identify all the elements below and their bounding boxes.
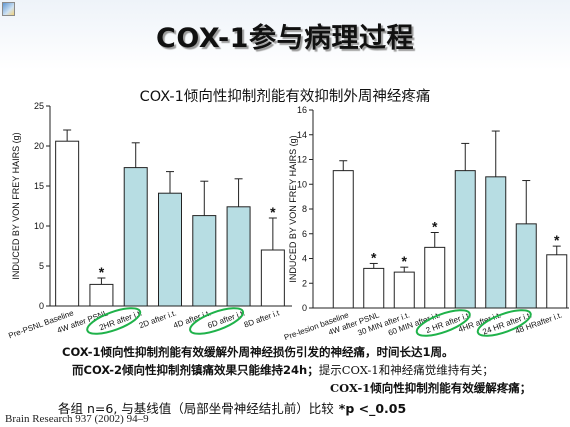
bar xyxy=(393,271,415,309)
bar xyxy=(55,140,80,307)
y-tick-label: 25 xyxy=(34,101,44,111)
y-tick-label: 14 xyxy=(297,130,307,140)
y-tick-label: 2 xyxy=(302,278,307,288)
citation: Brain Research 937 (2002) 94–9 xyxy=(5,413,149,425)
bar xyxy=(260,249,285,307)
conclusion-line-2-bold: 而COX-2倾向性抑制剂镇痛效果只能维持24h； xyxy=(72,363,319,377)
y-axis-title: INDUCED BY VON FREY HAIRS (g) xyxy=(288,135,298,282)
y-tick-label: 5 xyxy=(39,261,44,271)
highlight-ellipse xyxy=(86,307,142,335)
significance-asterisk: * xyxy=(371,249,377,265)
footnote-significance: *p <_0.05 xyxy=(338,401,407,416)
bar xyxy=(454,170,476,309)
bar xyxy=(485,176,507,309)
bar xyxy=(424,246,446,309)
statistics-footnote: 各组 n=6, 与基线值（局部坐骨神经结扎前）比较 *p <_0.05 xyxy=(58,398,406,417)
slide-logo-icon xyxy=(2,2,15,16)
y-tick-label: 12 xyxy=(297,155,307,165)
y-tick-label: 8 xyxy=(302,204,307,214)
conclusion-line-3: COX-1倾向性抑制剂能有效缓解疼痛； xyxy=(330,381,532,395)
bar xyxy=(89,283,114,307)
significance-asterisk: * xyxy=(99,264,105,280)
significance-asterisk: * xyxy=(270,204,276,220)
bar xyxy=(192,215,217,307)
y-axis-title: INDUCED BY VON FREY HAIRS (g) xyxy=(11,132,21,279)
footnote-text: 各组 n=6, 与基线值（局部坐骨神经结扎前）比较 xyxy=(58,401,334,416)
conclusion-line-2-regular: 提示COX-1和神经痛觉维持有关； xyxy=(318,363,494,377)
significance-asterisk: * xyxy=(554,232,560,248)
bar xyxy=(332,170,354,309)
significance-asterisk: * xyxy=(432,219,438,235)
y-tick-label: 6 xyxy=(302,229,307,239)
bar xyxy=(363,267,385,309)
right-bar-chart: 0 2 4 6 8 10 12 14 16 INDUCED BY VON FREY HAIRS (… xyxy=(283,105,569,342)
y-tick-label: 0 xyxy=(39,301,44,311)
y-tick-label: 4 xyxy=(302,254,307,264)
conclusion-line-2: 而COX-2倾向性抑制剂镇痛效果只能维持24h；提示COX-1和神经痛觉维持有关… xyxy=(72,362,494,378)
y-tick-label: 20 xyxy=(34,141,44,151)
bar xyxy=(158,192,182,307)
y-tick-label: 16 xyxy=(297,105,307,115)
significance-asterisk: * xyxy=(402,253,408,269)
x-category-label: 8D after i.t xyxy=(243,308,281,329)
slide-subtitle: COX-1倾向性抑制剂能有效抑制外周神经疼痛 xyxy=(139,89,431,105)
x-category-label: 4D after i.t. xyxy=(172,308,212,330)
y-tick-label: 15 xyxy=(34,181,44,191)
bar xyxy=(546,254,568,309)
highlight-ellipse xyxy=(415,309,471,337)
y-tick-label: 10 xyxy=(297,179,307,189)
highlight-ellipse xyxy=(189,307,245,335)
bar xyxy=(515,223,537,309)
bar xyxy=(226,206,251,307)
slide-title: COX-1参与病理过程 xyxy=(156,23,414,54)
y-tick-label: 10 xyxy=(34,221,44,231)
y-tick-label: 0 xyxy=(302,303,307,313)
conclusion-line-1: COX-1倾向性抑制剂能有效缓解外周神经损伤引发的神经痛，时间长达1周。 xyxy=(62,345,454,359)
highlight-ellipse xyxy=(476,309,532,337)
x-category-label: 2D after i.t. xyxy=(138,308,178,330)
bar xyxy=(123,167,148,307)
